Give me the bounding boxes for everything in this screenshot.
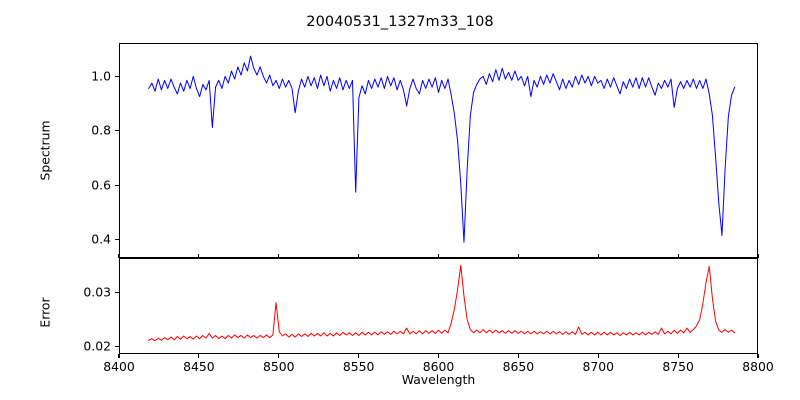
x-tick-label: 8650 xyxy=(502,359,535,374)
error-y-tick-label: 0.03 xyxy=(83,284,111,300)
x-tick-label: 8500 xyxy=(262,359,295,374)
x-tick-mark xyxy=(118,354,120,358)
spectrum-axes xyxy=(119,43,758,258)
x-tick-mark xyxy=(358,354,360,358)
x-tick-mark-inner xyxy=(118,254,120,258)
x-tick-mark-inner xyxy=(677,254,679,258)
x-tick-label: 8400 xyxy=(103,359,135,374)
x-tick-mark xyxy=(278,354,280,358)
spectrum-y-tick-mark xyxy=(115,75,119,77)
x-tick-mark-inner xyxy=(198,254,200,258)
x-tick-mark-inner xyxy=(278,254,280,258)
error-line xyxy=(149,265,735,340)
x-tick-mark xyxy=(198,354,200,358)
x-tick-label: 8450 xyxy=(183,359,215,374)
x-tick-mark xyxy=(437,354,440,358)
figure-title: 20040531_1327m33_108 xyxy=(306,14,494,30)
error-plot-area xyxy=(120,259,757,353)
x-tick-label: 8800 xyxy=(742,359,774,374)
wavelength-axis-label: Wavelength xyxy=(401,372,476,387)
x-tick-label: 8600 xyxy=(422,359,455,374)
spectrum-plot-area xyxy=(120,44,757,257)
x-tick-label: 8750 xyxy=(662,359,694,374)
x-tick-mark-inner xyxy=(358,254,360,258)
error-axis-label: Error xyxy=(37,297,53,328)
x-tick-mark-inner xyxy=(757,254,759,258)
x-tick-mark-inner xyxy=(437,254,440,258)
x-tick-mark-inner xyxy=(517,254,519,258)
spectrum-y-tick-label: 0.6 xyxy=(91,177,111,192)
x-tick-mark xyxy=(677,354,679,358)
x-tick-label: 8550 xyxy=(342,359,375,374)
error-y-tick-mark xyxy=(115,291,119,293)
error-axes xyxy=(119,258,758,354)
x-tick-label: 8700 xyxy=(582,359,615,374)
spectrum-y-tick-mark xyxy=(115,238,119,240)
spectrum-y-tick-label: 0.4 xyxy=(91,231,111,247)
error-y-tick-mark xyxy=(115,345,119,347)
spectrum-y-tick-label: 0.8 xyxy=(91,122,111,138)
error-y-tick-label: 0.02 xyxy=(83,338,111,354)
x-tick-mark xyxy=(757,354,759,358)
x-tick-mark-inner xyxy=(597,254,599,258)
spectrum-y-tick-mark xyxy=(115,184,119,186)
x-tick-mark xyxy=(517,354,519,358)
x-tick-mark xyxy=(597,354,599,358)
spectrum-axis-label: Spectrum xyxy=(37,120,53,181)
spectrum-line xyxy=(149,56,735,242)
spectrum-y-tick-mark xyxy=(115,130,119,132)
spectrum-y-tick-label: 1.0 xyxy=(91,68,111,84)
